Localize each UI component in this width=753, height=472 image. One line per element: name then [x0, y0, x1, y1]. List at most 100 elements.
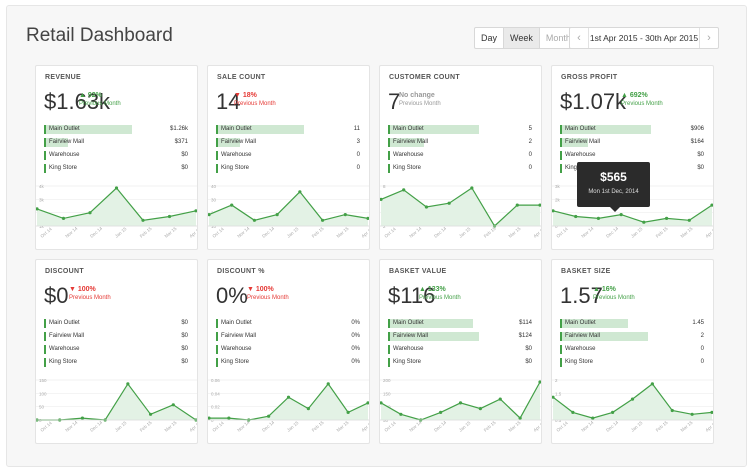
trend-point[interactable] [591, 416, 595, 420]
trend-point[interactable] [208, 416, 211, 420]
card-change: ▼ 100% Previous Month [247, 286, 289, 302]
trend-point[interactable] [230, 203, 234, 207]
store-bar [388, 164, 390, 173]
trend-area [553, 383, 712, 420]
x-tick-label: Feb 15 [483, 226, 497, 239]
trend-point[interactable] [447, 201, 451, 205]
trend-point[interactable] [630, 397, 635, 401]
trend-point[interactable] [518, 416, 522, 420]
store-bar [44, 138, 69, 147]
store-bar [216, 164, 218, 173]
x-tick-label: Feb 15 [311, 226, 325, 239]
trend-point[interactable] [552, 395, 555, 399]
trend-point[interactable] [687, 218, 691, 222]
store-value: 11 [353, 126, 360, 132]
trend-point[interactable] [343, 213, 347, 217]
store-row: King Store 0 [216, 162, 360, 175]
store-breakdown: Main Outlet 5 Fairview Mall 2 Warehouse 0 King… [388, 123, 532, 175]
trend-point[interactable] [380, 401, 383, 405]
trend-point[interactable] [619, 213, 623, 217]
trend-point[interactable] [275, 213, 279, 217]
trend-point[interactable] [366, 216, 369, 220]
trend-point[interactable] [574, 214, 578, 219]
x-tick-label: Feb 15 [655, 226, 669, 239]
prev-period-button[interactable]: ‹ [577, 32, 581, 44]
trend-point[interactable] [366, 401, 369, 405]
trend-point[interactable] [61, 216, 66, 220]
trend-point[interactable] [171, 403, 175, 407]
x-tick-label: Feb 15 [139, 420, 153, 433]
trend-point[interactable] [346, 410, 350, 414]
trend-point[interactable] [88, 211, 92, 215]
x-tick-label: Nov 14 [408, 419, 423, 432]
trend-point[interactable] [326, 382, 330, 386]
store-row: Fairview Mall $164 [560, 136, 704, 149]
trend-point[interactable] [286, 395, 291, 399]
trend-point[interactable] [306, 407, 310, 411]
x-tick-label: Jan 15 [114, 420, 128, 433]
trend-point[interactable] [538, 380, 541, 384]
trend-point[interactable] [126, 382, 130, 386]
trend-point[interactable] [498, 397, 502, 401]
trend-point[interactable] [664, 216, 669, 220]
trend-point[interactable] [458, 401, 463, 405]
trend-point[interactable] [596, 216, 601, 220]
trend-area [37, 188, 196, 226]
period-week-button[interactable]: Week [504, 28, 540, 48]
trend-point[interactable] [642, 220, 646, 224]
trend-point[interactable] [690, 412, 694, 416]
trend-point[interactable] [227, 416, 231, 420]
metric-card-revenue: REVENUE $1.63k ▲ 92% Previous Month Main Out… [35, 65, 198, 250]
trend-point[interactable] [114, 186, 119, 190]
date-range-label[interactable]: 1st Apr 2015 - 30th Apr 2015 [588, 28, 700, 48]
store-breakdown: Main Outlet $1.26k Fairview Mall $371 Wareho… [44, 123, 188, 175]
trend-point[interactable] [267, 414, 271, 418]
trend-point[interactable] [552, 209, 555, 213]
store-value: 0 [700, 346, 704, 352]
store-name: Fairview Mall [221, 139, 257, 145]
store-name: Fairview Mall [49, 139, 85, 145]
trend-point[interactable] [424, 205, 429, 209]
x-tick-label: Dec 14 [89, 225, 104, 238]
chart-tooltip: $565 Mon 1st Dec, 2014 [577, 162, 650, 212]
store-value: 0% [351, 333, 360, 339]
trend-point[interactable] [710, 410, 713, 414]
trend-point[interactable] [36, 207, 39, 211]
trend-point[interactable] [80, 416, 85, 420]
tooltip-value: $565 [600, 170, 627, 184]
trend-point[interactable] [298, 190, 302, 194]
trend-point[interactable] [148, 412, 153, 416]
trend-point[interactable] [167, 214, 172, 219]
trend-point[interactable] [478, 407, 482, 411]
trend-point[interactable] [670, 408, 674, 413]
trend-point[interactable] [538, 203, 541, 207]
trend-point[interactable] [399, 412, 403, 416]
trend-point[interactable] [402, 188, 406, 192]
trend-point[interactable] [320, 218, 325, 222]
trend-point[interactable] [650, 382, 654, 386]
x-tick-label: Dec 14 [433, 419, 448, 432]
trend-point[interactable] [611, 410, 615, 414]
next-period-button[interactable]: › [707, 32, 711, 44]
trend-point[interactable] [571, 410, 575, 414]
trend-point[interactable] [470, 186, 474, 190]
trend-point[interactable] [515, 203, 519, 207]
store-bar [44, 319, 46, 328]
store-bar [44, 345, 46, 354]
x-tick-label: Jan 15 [286, 226, 300, 239]
y-tick-label: 2k [555, 197, 561, 202]
trend-point[interactable] [194, 209, 197, 213]
y-tick-label: 8 [383, 184, 386, 189]
card-value: $116 [388, 283, 436, 308]
trend-point[interactable] [380, 197, 383, 201]
trend-point[interactable] [208, 213, 211, 217]
trend-point[interactable] [252, 218, 257, 222]
period-day-button[interactable]: Day [475, 28, 505, 48]
trend-point[interactable] [710, 203, 713, 207]
trend-point[interactable] [141, 218, 145, 222]
x-tick-label: Mar 15 [508, 226, 522, 239]
trend-point[interactable] [439, 410, 443, 414]
period-month-button[interactable]: Month [545, 33, 571, 43]
y-tick-label: 150 [39, 378, 47, 383]
store-row: Fairview Mall 2 [388, 136, 532, 149]
